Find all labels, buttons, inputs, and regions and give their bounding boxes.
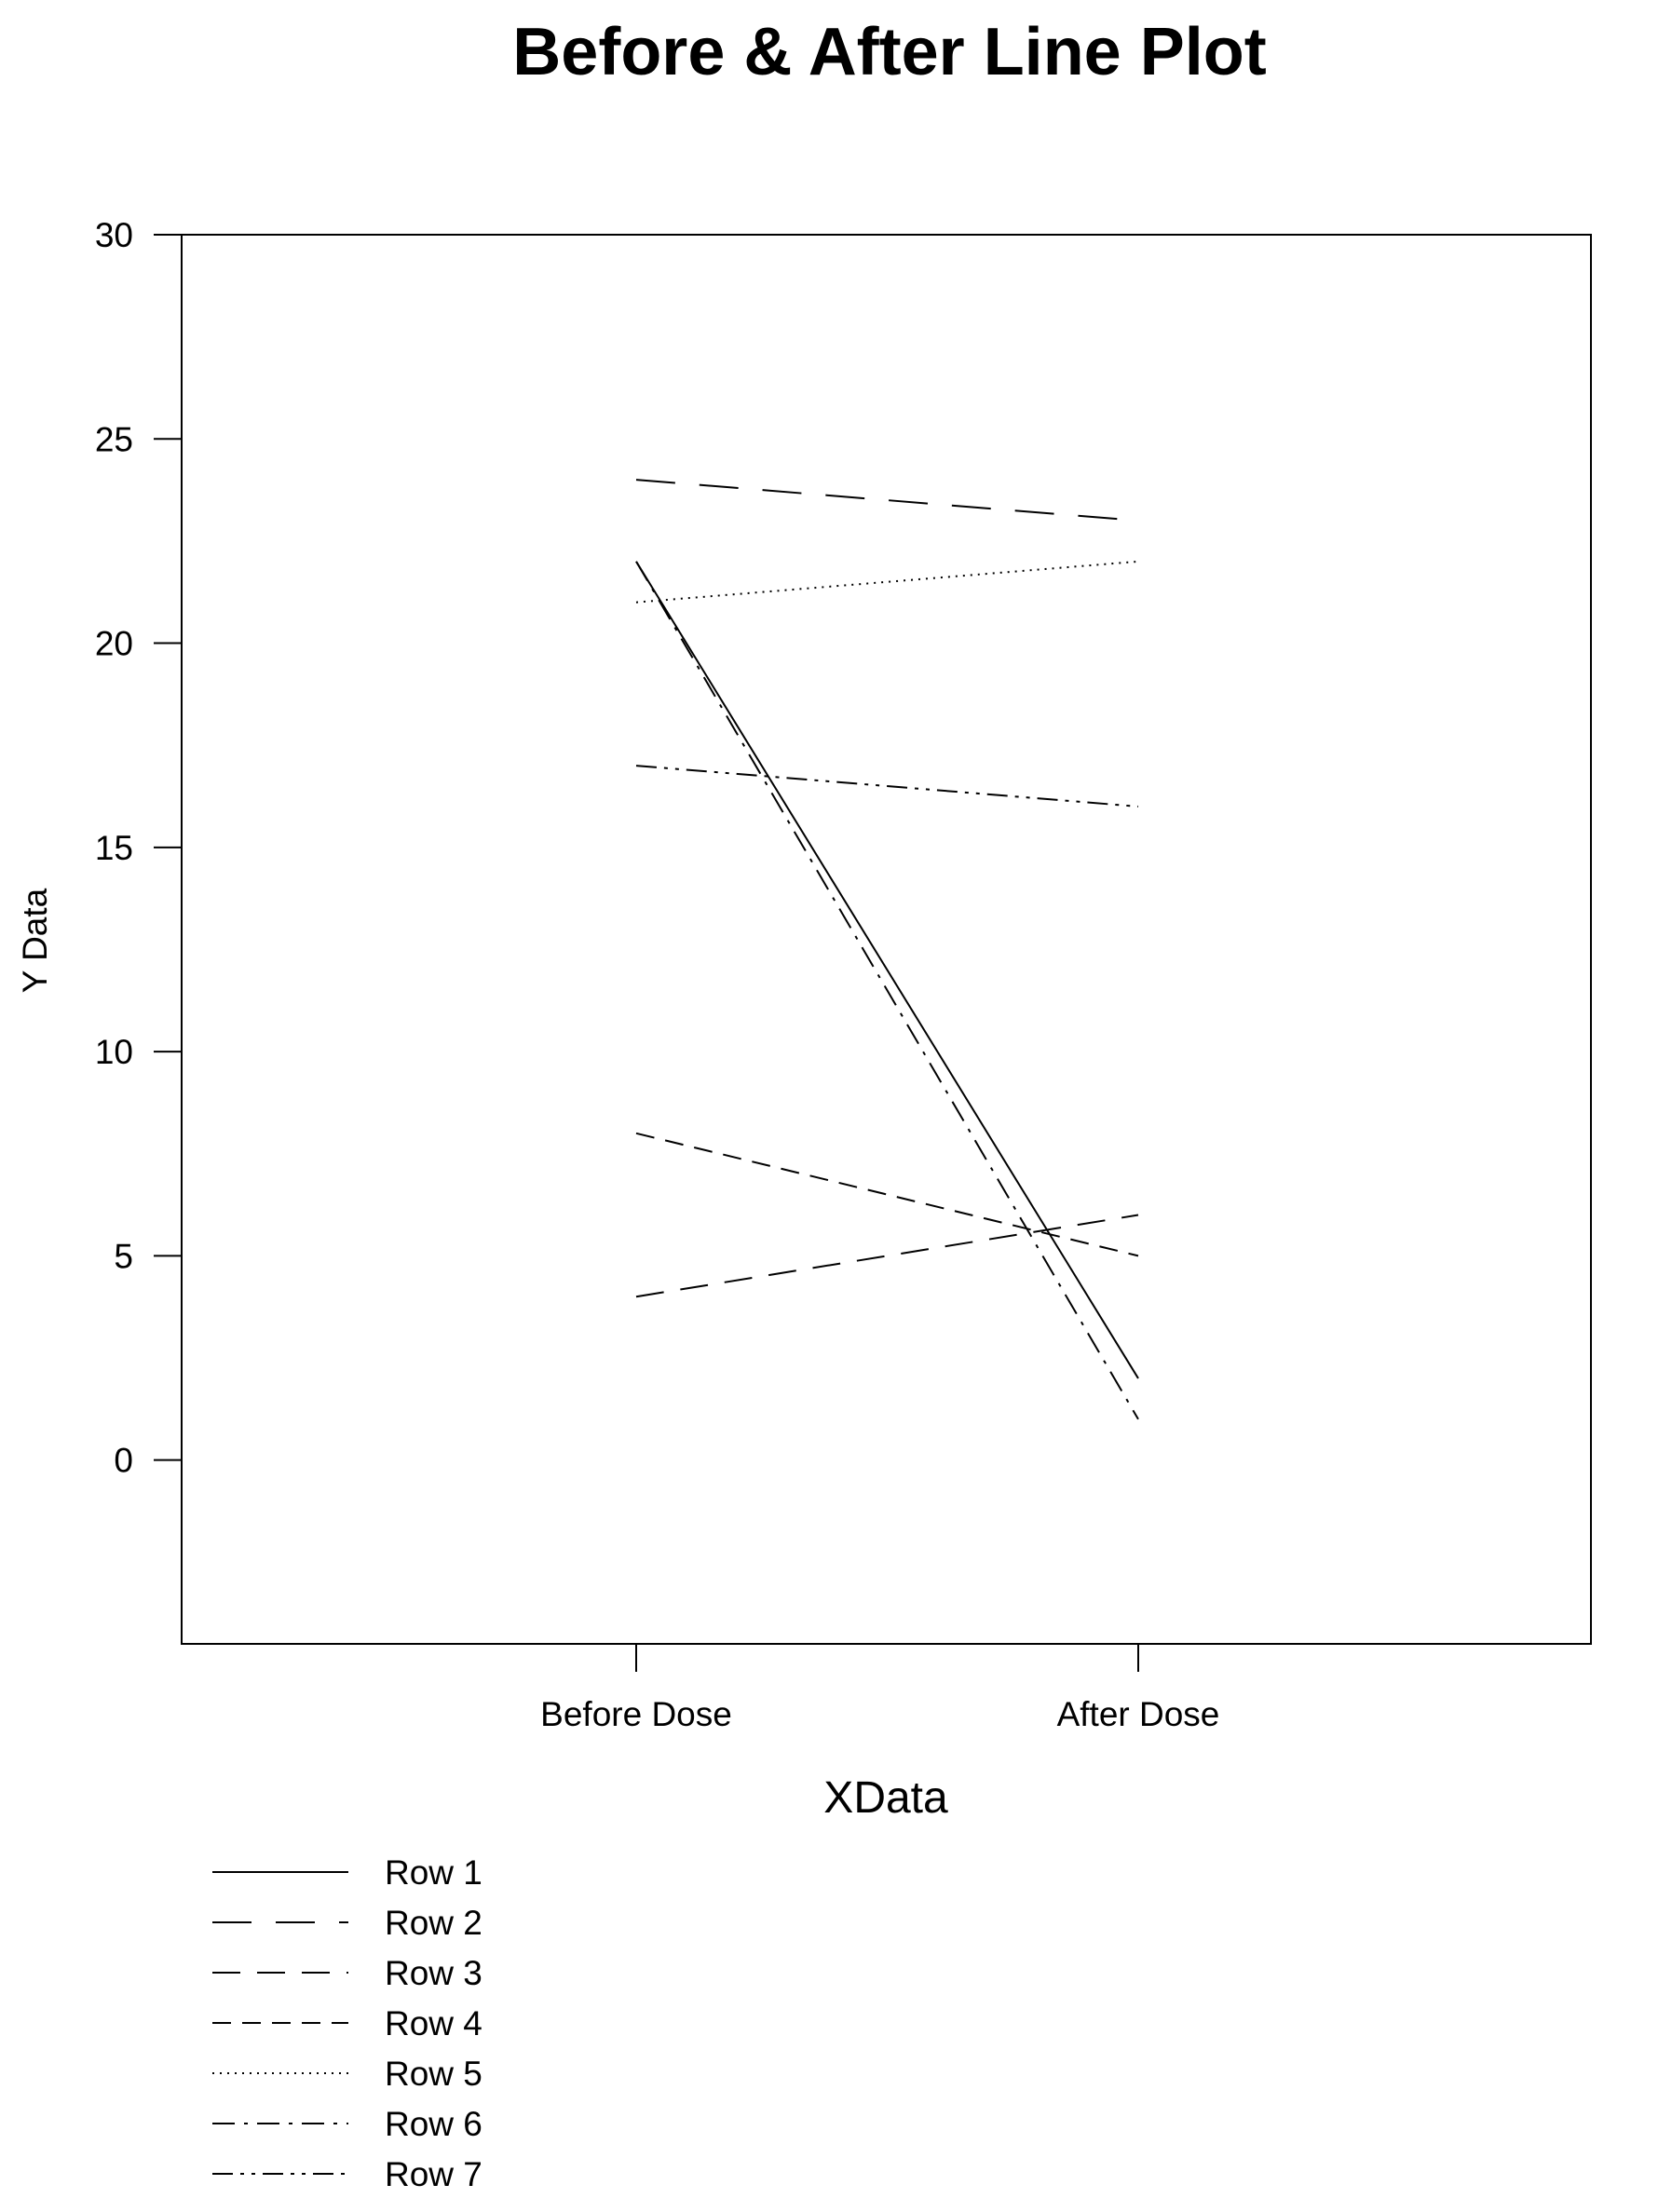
series-line-row-3 bbox=[635, 1214, 1139, 1298]
series-line-row-4 bbox=[635, 1132, 1139, 1257]
y-tick-label: 5 bbox=[114, 1237, 133, 1275]
y-tick-label: 25 bbox=[95, 420, 133, 458]
y-tick-label: 0 bbox=[114, 1442, 133, 1480]
y-tick-label: 10 bbox=[95, 1033, 133, 1071]
legend-label: Row 6 bbox=[385, 2105, 482, 2143]
legend-label: Row 7 bbox=[385, 2155, 482, 2193]
x-tick-label: Before Dose bbox=[540, 1695, 732, 1733]
x-axis-label: XData bbox=[823, 1773, 948, 1823]
series-line-row-5 bbox=[635, 560, 1139, 604]
legend-label: Row 1 bbox=[385, 1853, 482, 1892]
legend-label: Row 2 bbox=[385, 1904, 482, 1942]
series-line-row-6 bbox=[635, 561, 1139, 1420]
series-line-row-1 bbox=[635, 561, 1139, 1379]
legend: Row 1 Row 2 Row 3 Row 4 Row 5 Row 6 Row 7 bbox=[212, 1853, 482, 2193]
y-tick-label: 30 bbox=[95, 216, 133, 254]
legend-label: Row 5 bbox=[385, 2055, 482, 2093]
y-tick-label: 15 bbox=[95, 829, 133, 867]
y-tick-label: 20 bbox=[95, 625, 133, 663]
legend-label: Row 3 bbox=[385, 1954, 482, 1992]
x-tick-label: After Dose bbox=[1057, 1695, 1220, 1733]
series-line-row-2 bbox=[635, 479, 1139, 522]
legend-label: Row 4 bbox=[385, 2004, 482, 2042]
series-lines bbox=[635, 479, 1139, 1420]
y-axis-label: Y Data bbox=[16, 888, 54, 993]
plot-frame bbox=[181, 234, 1592, 1645]
chart-title: Before & After Line Plot bbox=[512, 15, 1266, 89]
x-axis: Before Dose After Dose bbox=[540, 1644, 1219, 1733]
y-axis: 0 5 10 15 20 25 30 bbox=[95, 216, 182, 1480]
series-line-row-7 bbox=[635, 765, 1139, 807]
